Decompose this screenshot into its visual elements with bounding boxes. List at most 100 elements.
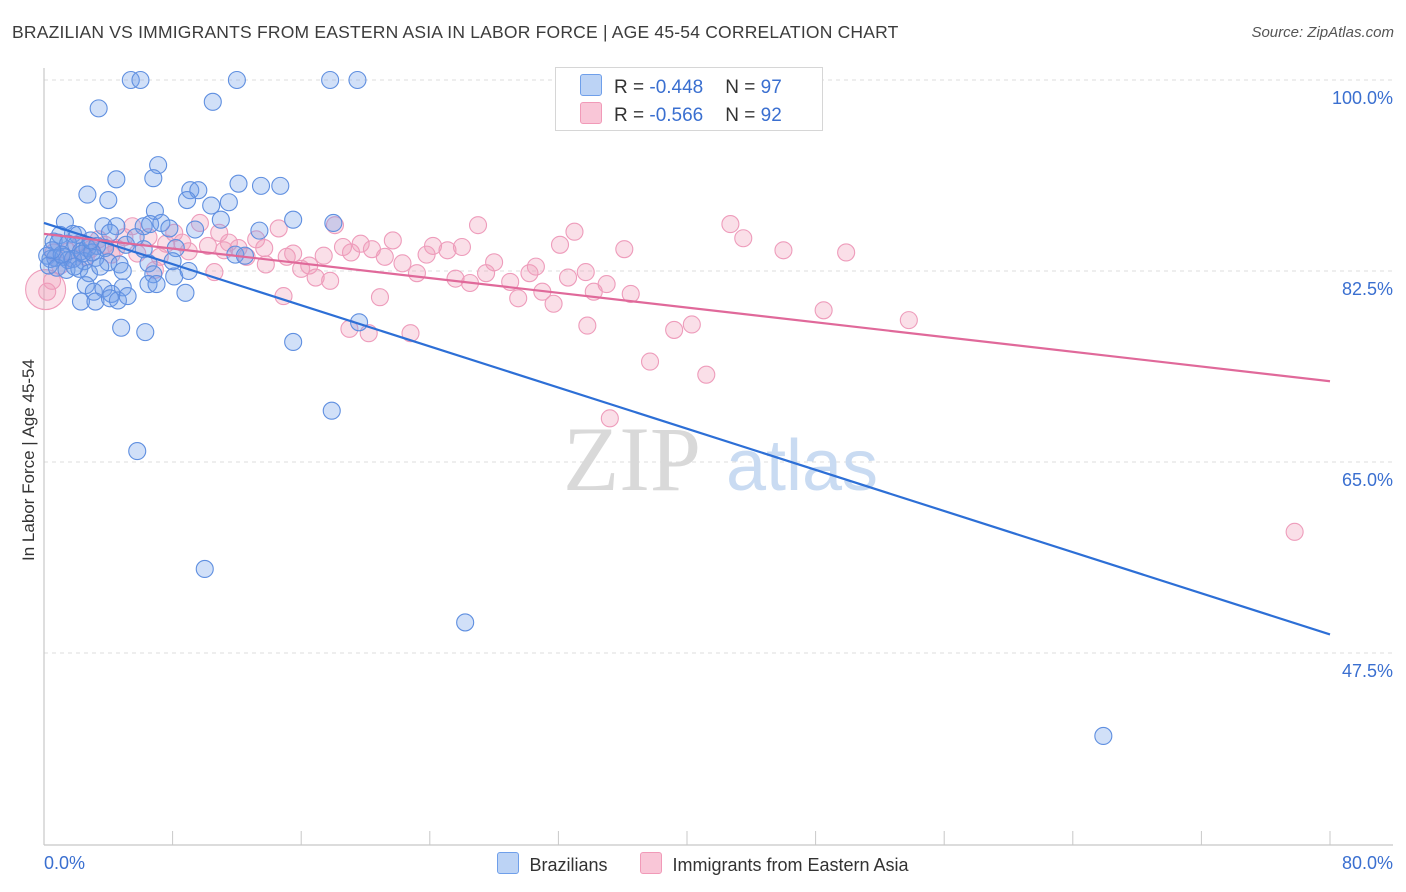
data-point-immigrants	[401, 324, 420, 343]
data-point-immigrants	[438, 241, 457, 260]
data-point-immigrants	[306, 268, 325, 287]
legend-n-value: 92	[760, 105, 782, 126]
legend-swatch-pink	[580, 102, 602, 124]
data-point-brazilians	[227, 70, 246, 90]
data-point-immigrants	[485, 253, 504, 272]
legend-n-value: 97	[760, 77, 782, 98]
data-point-brazilians	[70, 259, 89, 278]
legend-n-label: N =	[725, 77, 761, 98]
data-point-brazilians	[71, 292, 91, 311]
data-point-brazilians	[107, 170, 126, 189]
data-point-immigrants	[600, 409, 619, 428]
data-point-immigrants	[393, 254, 412, 273]
data-point-immigrants	[774, 241, 793, 260]
data-point-brazilians	[63, 249, 82, 269]
data-point-brazilians	[1094, 726, 1113, 745]
data-point-brazilians	[52, 245, 71, 264]
data-point-brazilians	[112, 318, 131, 337]
data-point-immigrants	[383, 231, 402, 250]
data-point-immigrants	[621, 284, 640, 303]
data-point-immigrants	[351, 234, 370, 253]
data-point-brazilians	[113, 261, 132, 281]
data-point-immigrants	[558, 268, 578, 287]
data-point-immigrants	[550, 235, 570, 254]
data-point-brazilians	[94, 217, 113, 236]
y-axis-label: In Labor Force | Age 45-54	[19, 359, 38, 561]
data-point-brazilians	[107, 217, 126, 236]
data-point-brazilians	[100, 223, 119, 242]
legend-r-label: R =	[614, 105, 650, 126]
data-point-brazilians	[229, 174, 248, 193]
data-point-immigrants	[321, 271, 340, 290]
data-point-brazilians	[284, 332, 303, 351]
data-point-immigrants	[375, 247, 394, 266]
data-point-brazilians	[271, 176, 290, 195]
data-point-brazilians	[144, 265, 163, 284]
y-tick-label: 65.0%	[1342, 470, 1393, 490]
y-tick-label: 100.0%	[1332, 88, 1393, 108]
data-point-brazilians	[176, 283, 195, 302]
data-point-immigrants	[255, 239, 274, 258]
legend-r-value: -0.566	[649, 105, 704, 126]
data-point-brazilians	[126, 228, 145, 247]
legend-row-brazilians: R = -0.448 N = 97	[580, 74, 782, 98]
data-point-immigrants	[721, 215, 740, 234]
data-point-brazilians	[348, 70, 367, 90]
data-point-immigrants	[284, 244, 303, 263]
data-point-brazilians	[144, 169, 163, 188]
data-point-immigrants	[665, 320, 684, 339]
data-point-immigrants	[417, 245, 436, 264]
axes	[43, 68, 1393, 846]
data-point-brazilians	[321, 70, 340, 90]
data-point-brazilians	[121, 70, 140, 90]
data-point-immigrants	[407, 264, 426, 283]
data-point-immigrants	[615, 240, 634, 259]
data-point-immigrants	[837, 243, 856, 262]
stats-legend: R = -0.448 N = 97 R = -0.566 N = 92	[555, 67, 823, 131]
data-point-brazilians	[178, 191, 197, 210]
chart-title: BRAZILIAN VS IMMIGRANTS FROM EASTERN ASI…	[12, 22, 899, 42]
data-point-immigrants	[468, 216, 488, 235]
trendline-brazilians	[43, 221, 1331, 636]
data-point-brazilians	[131, 70, 150, 90]
data-point-immigrants	[899, 311, 918, 330]
legend-label-immigrants: Immigrants from Eastern Asia	[672, 855, 909, 875]
data-point-brazilians	[86, 292, 105, 311]
data-point-brazilians	[99, 191, 118, 210]
x-tick-label-left: 0.0%	[44, 853, 85, 873]
data-point-brazilians	[350, 313, 369, 332]
data-point-brazilians	[108, 291, 127, 310]
legend-item-brazilians: Brazilians	[497, 852, 607, 876]
data-point-brazilians	[195, 559, 214, 579]
data-point-immigrants	[565, 222, 584, 241]
data-point-brazilians	[203, 92, 222, 111]
legend-r-label: R =	[614, 77, 650, 98]
data-point-immigrants	[210, 223, 229, 242]
data-point-brazilians	[78, 185, 97, 204]
data-point-brazilians	[128, 442, 147, 461]
data-point-brazilians	[139, 254, 158, 273]
watermark-zip: ZIP	[563, 408, 701, 510]
data-point-immigrants	[682, 315, 701, 334]
data-point-immigrants	[509, 289, 528, 308]
data-point-immigrants	[578, 316, 597, 335]
legend-swatch-blue	[497, 852, 520, 874]
data-point-brazilians	[42, 241, 62, 260]
data-point-immigrants	[314, 246, 333, 265]
data-point-immigrants	[697, 365, 716, 384]
data-point-immigrants	[1285, 522, 1304, 541]
y-tick-label: 47.5%	[1342, 661, 1393, 681]
data-point-brazilians	[65, 257, 84, 276]
x-tick-label-right: 80.0%	[1342, 853, 1393, 873]
pink-points	[25, 213, 1304, 541]
data-point-immigrants	[38, 282, 57, 301]
data-point-brazilians	[324, 213, 343, 233]
legend-row-immigrants: R = -0.566 N = 92	[580, 102, 782, 126]
trendline-immigrants	[43, 232, 1331, 383]
watermark: ZIP atlas	[563, 408, 878, 510]
legend-swatch-blue	[580, 74, 602, 96]
trendlines	[43, 221, 1331, 636]
y-tick-labels: 100.0% 82.5% 65.0% 47.5%	[1332, 88, 1393, 681]
data-point-brazilians	[73, 244, 92, 263]
